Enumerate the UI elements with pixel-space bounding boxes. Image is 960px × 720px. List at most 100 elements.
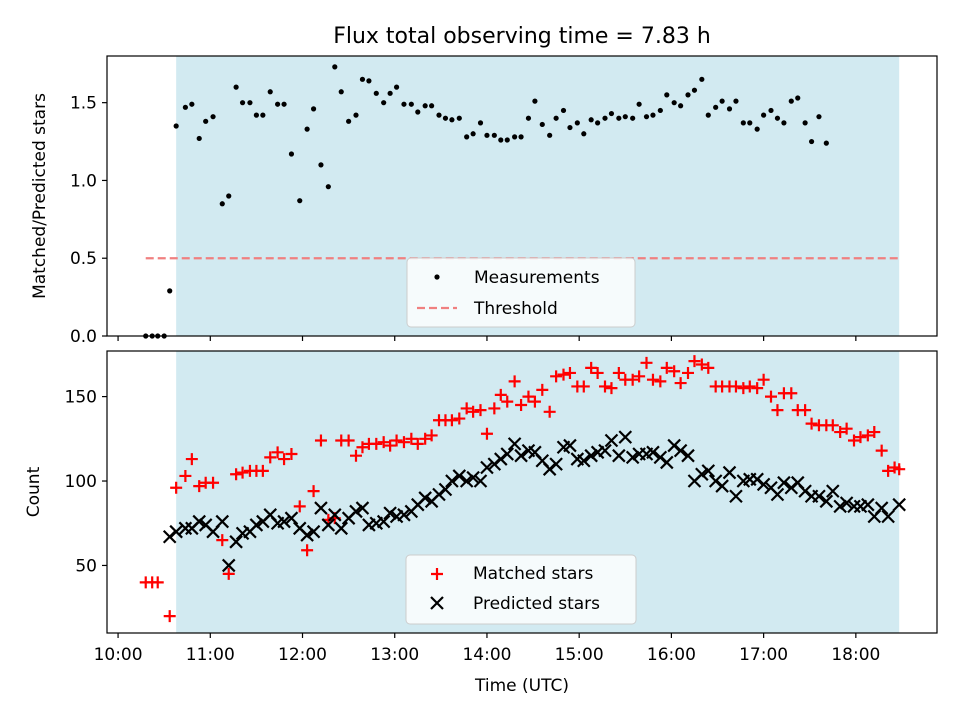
measurement-point — [622, 114, 628, 120]
measurement-point — [310, 106, 317, 112]
measurement-point — [353, 112, 359, 118]
matched-star-point — [543, 405, 556, 418]
measurement-point — [630, 115, 636, 121]
matched-star-point — [480, 427, 493, 440]
measurement-point — [774, 115, 781, 121]
y-tick-label: 0.5 — [70, 249, 97, 269]
measurement-point — [253, 112, 259, 118]
matched-star-point — [411, 437, 424, 450]
matched-star-point — [230, 468, 243, 481]
matched-star-point — [674, 377, 687, 390]
matched-star-point — [522, 390, 535, 403]
measurement-point — [318, 162, 324, 168]
predicted-star-point — [861, 497, 875, 512]
matched-star-point — [271, 446, 284, 459]
predicted-star-point — [169, 524, 183, 539]
measurement-point — [595, 120, 601, 126]
predicted-star-point — [819, 494, 834, 509]
measurement-point — [381, 100, 387, 106]
predicted-star-point — [577, 453, 591, 468]
predicted-star-point — [833, 499, 847, 514]
predicted-star-point — [306, 524, 321, 539]
matched-star-point — [179, 469, 192, 482]
predicted-star-point — [584, 448, 598, 463]
measurement-point — [808, 138, 815, 145]
matched-star-point — [390, 434, 403, 447]
matched-star-point — [453, 412, 466, 425]
measurement-point — [477, 120, 484, 126]
measurement-point — [608, 110, 615, 117]
top-panel: 0.0 0.5 1.0 1.5 Matched/Predicted stars Mea… — [30, 55, 938, 347]
matched-star-point — [668, 365, 681, 378]
matched-star-point — [626, 373, 639, 386]
predicted-star-point — [507, 437, 522, 451]
predicted-star-point — [892, 497, 906, 512]
predicted-star-point — [729, 489, 743, 503]
measurement-point — [733, 98, 739, 104]
matched-star-point — [384, 439, 397, 452]
predicted-star-point — [756, 477, 771, 492]
matched-star-point — [646, 373, 659, 386]
x-tick-label: 11:00 — [186, 645, 235, 665]
matched-star-point — [528, 395, 541, 408]
bottom-x-ticks: 10:00 11:00 12:00 13:00 14:00 15:00 16:00 17:00… — [94, 633, 880, 665]
matched-star-point — [285, 448, 298, 461]
measurement-point — [275, 101, 281, 107]
measurement-point — [408, 101, 414, 107]
matched-star-point — [293, 500, 306, 513]
predicted-star-point — [598, 443, 612, 458]
measurement-point — [210, 114, 216, 120]
chart-title: Flux total observing time = 7.83 h — [333, 24, 711, 49]
measurement-point — [616, 115, 622, 121]
matched-star-point — [370, 437, 383, 450]
predicted-star-point — [284, 511, 299, 525]
matched-star-point — [460, 402, 473, 415]
predicted-star-point — [480, 460, 494, 475]
measurement-point — [795, 95, 801, 101]
matched-star-point — [640, 356, 653, 369]
measurement-point — [713, 104, 719, 110]
matched-star-point — [342, 434, 355, 447]
matched-star-point — [425, 429, 438, 442]
measurement-point — [547, 132, 553, 138]
predicted-star-point — [438, 482, 453, 497]
predicted-star-point — [604, 433, 619, 448]
measurement-point — [588, 117, 594, 123]
legend-measurements-label: Measurements — [474, 268, 600, 288]
measurement-point — [747, 120, 753, 126]
predicted-star-point — [355, 501, 370, 515]
predicted-star-point — [812, 489, 826, 503]
matched-star-point — [151, 576, 164, 589]
measurement-point — [671, 100, 677, 106]
measurement-point — [436, 112, 442, 118]
matched-star-point — [563, 366, 576, 379]
measurement-point — [553, 115, 559, 121]
measurement-point — [781, 120, 787, 126]
measurement-point — [260, 112, 266, 118]
measurement-point — [470, 131, 476, 137]
measurement-point — [297, 198, 303, 204]
measurement-point — [338, 89, 344, 95]
predicted-star-point — [321, 518, 336, 532]
predicted-star-point — [514, 448, 528, 463]
predicted-star-point — [715, 479, 729, 493]
matched-star-point — [577, 380, 590, 393]
measurement-point — [685, 92, 691, 98]
top-measurement-points — [143, 64, 829, 339]
top-y-ticks: 0.0 0.5 1.0 1.5 — [70, 94, 107, 347]
measurement-point — [173, 123, 179, 129]
measurement-point — [182, 104, 188, 110]
measurement-point — [346, 118, 352, 124]
predicted-star-point — [277, 514, 291, 529]
predicted-star-point — [881, 509, 895, 524]
y-tick-label: 150 — [65, 388, 97, 408]
matched-star-point — [236, 466, 249, 479]
matched-star-point — [751, 382, 764, 395]
measurement-point — [491, 132, 497, 138]
predicted-star-point — [376, 514, 391, 529]
predicted-star-point — [777, 475, 791, 490]
measurement-point — [401, 101, 407, 107]
measurement-point — [189, 101, 195, 107]
predicted-star-point — [314, 501, 328, 515]
y-tick-label: 0.0 — [70, 327, 97, 347]
